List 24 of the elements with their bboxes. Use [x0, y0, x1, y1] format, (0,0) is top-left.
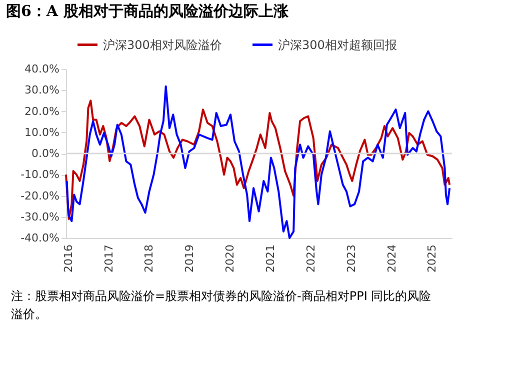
x-tick-label: 2016	[62, 244, 75, 272]
text: 注：股票相对商品风险溢价=股票相对债券的风险溢价-商品相对PPI 同比的风险溢价。	[11, 289, 432, 321]
y-tick-label: -20.0%	[20, 189, 60, 202]
y-tick-label: 30.0%	[24, 84, 60, 97]
y-tick-label: -40.0%	[20, 232, 60, 244]
y-tick-label: -30.0%	[20, 210, 60, 224]
x-tick-label: 2018	[142, 244, 156, 272]
y-tick-label: -10.0%	[20, 168, 60, 182]
x-tick-label: 2022	[304, 244, 318, 272]
y-tick-label: 40.0%	[24, 62, 60, 76]
chart-title: 图6：A 股相对于商品的风险溢价边际上涨	[6, 2, 290, 20]
x-tick-label: 2020	[224, 244, 237, 272]
y-tick-label: 0.0%	[32, 147, 60, 160]
x-tick-label: 2019	[183, 244, 196, 272]
line-series	[65, 100, 451, 220]
legend-label: 沪深300相对风险溢价	[103, 38, 222, 52]
x-tick-label: 2024	[385, 244, 398, 272]
x-tick-label: 2017	[102, 244, 116, 272]
y-tick-label: 20.0%	[24, 104, 60, 118]
y-tick-label: 10.0%	[24, 126, 60, 139]
legend-label: 沪深300相对超额回报	[278, 38, 397, 52]
x-tick-label: 2023	[344, 244, 358, 272]
x-tick-label: 2021	[264, 244, 277, 272]
x-tick-label: 2025	[426, 244, 439, 272]
